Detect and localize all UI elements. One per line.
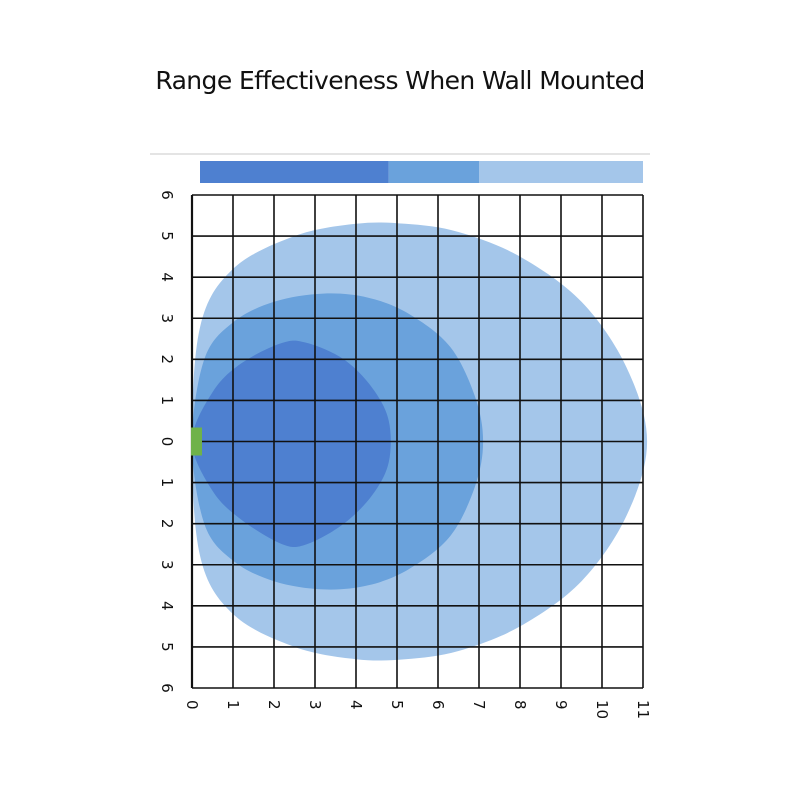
- x-tick-label: 2: [265, 700, 283, 710]
- y-tick-label: 2: [158, 519, 176, 529]
- y-tick-label: 0: [158, 437, 176, 447]
- x-tick-label: 3: [306, 700, 324, 710]
- y-tick-label: 4: [158, 272, 176, 282]
- x-tick-label: 4: [347, 700, 365, 710]
- y-tick-label: 5: [158, 642, 176, 652]
- x-tick-label: 1: [224, 700, 242, 710]
- y-tick-label: 4: [158, 601, 176, 611]
- y-tick-label: 1: [158, 478, 176, 488]
- legend-bar: [200, 161, 643, 183]
- x-tick-label: 6: [429, 700, 447, 710]
- grid: [190, 194, 644, 689]
- x-tick-label: 10: [593, 700, 611, 719]
- chart-title: Range Effectiveness When Wall Mounted: [155, 66, 645, 95]
- x-tick-label: 9: [552, 700, 570, 710]
- sensor-icon: [191, 427, 202, 456]
- sensor-marker: [191, 427, 202, 456]
- y-tick-label: 3: [158, 313, 176, 323]
- x-tick-label: 5: [388, 700, 406, 710]
- y-tick-label: 2: [158, 355, 176, 365]
- y-tick-label: 6: [158, 190, 176, 200]
- x-axis-ticks: 0 1 2 3 4 5 6 7 8 9 10 11: [183, 700, 652, 719]
- zone-inner: [192, 340, 391, 548]
- legend-segment-1: [200, 161, 389, 183]
- y-tick-label: 1: [158, 396, 176, 406]
- y-tick-label: 5: [158, 231, 176, 241]
- y-axis-ticks: 6 5 4 3 2 1 0 1 2 3 4 5 6: [158, 190, 176, 693]
- legend-segment-2: [388, 161, 479, 183]
- x-tick-label: 11: [634, 700, 652, 719]
- y-tick-label: 3: [158, 560, 176, 570]
- x-tick-label: 7: [470, 700, 488, 710]
- legend-segment-3: [479, 161, 643, 183]
- x-tick-label: 0: [183, 700, 201, 710]
- y-tick-label: 6: [158, 683, 176, 693]
- x-tick-label: 8: [511, 700, 529, 710]
